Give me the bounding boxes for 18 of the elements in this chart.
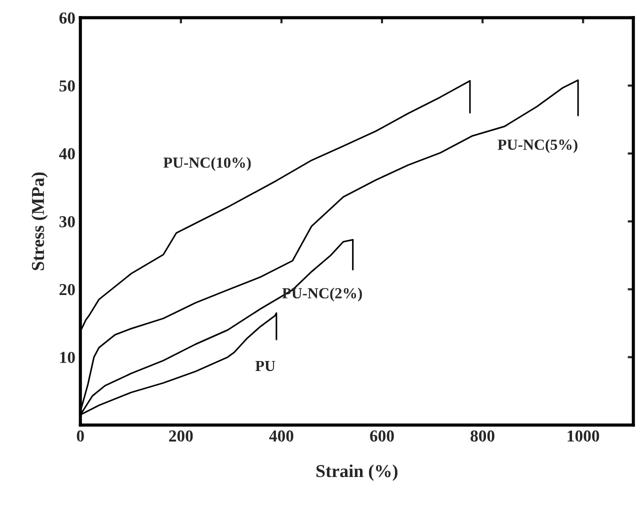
y-tick-label: 20 <box>60 284 75 296</box>
series-label: PU-NC(10%) <box>163 157 251 171</box>
x-tick-label: 0 <box>76 430 84 442</box>
y-tick-label: 30 <box>59 216 75 228</box>
x-tick-label: 400 <box>269 430 294 442</box>
y-axis-title: Stress (MPa) <box>31 172 48 270</box>
x-tick-label: 200 <box>169 430 193 442</box>
x-tick-label: 600 <box>370 430 394 442</box>
y-tick-label: 10 <box>60 352 75 364</box>
x-tick-label: 1000 <box>568 430 600 442</box>
series-label: PU-NC(2%) <box>282 288 362 302</box>
y-tick-label: 60 <box>59 12 75 24</box>
x-tick-label: 800 <box>470 430 494 442</box>
series-label: PU <box>255 360 276 372</box>
x-axis-title: Strain (%) <box>316 464 398 481</box>
y-tick-label: 50 <box>60 80 75 92</box>
y-tick-label: 40 <box>59 148 75 160</box>
series-label: PU-NC(5%) <box>498 139 578 153</box>
